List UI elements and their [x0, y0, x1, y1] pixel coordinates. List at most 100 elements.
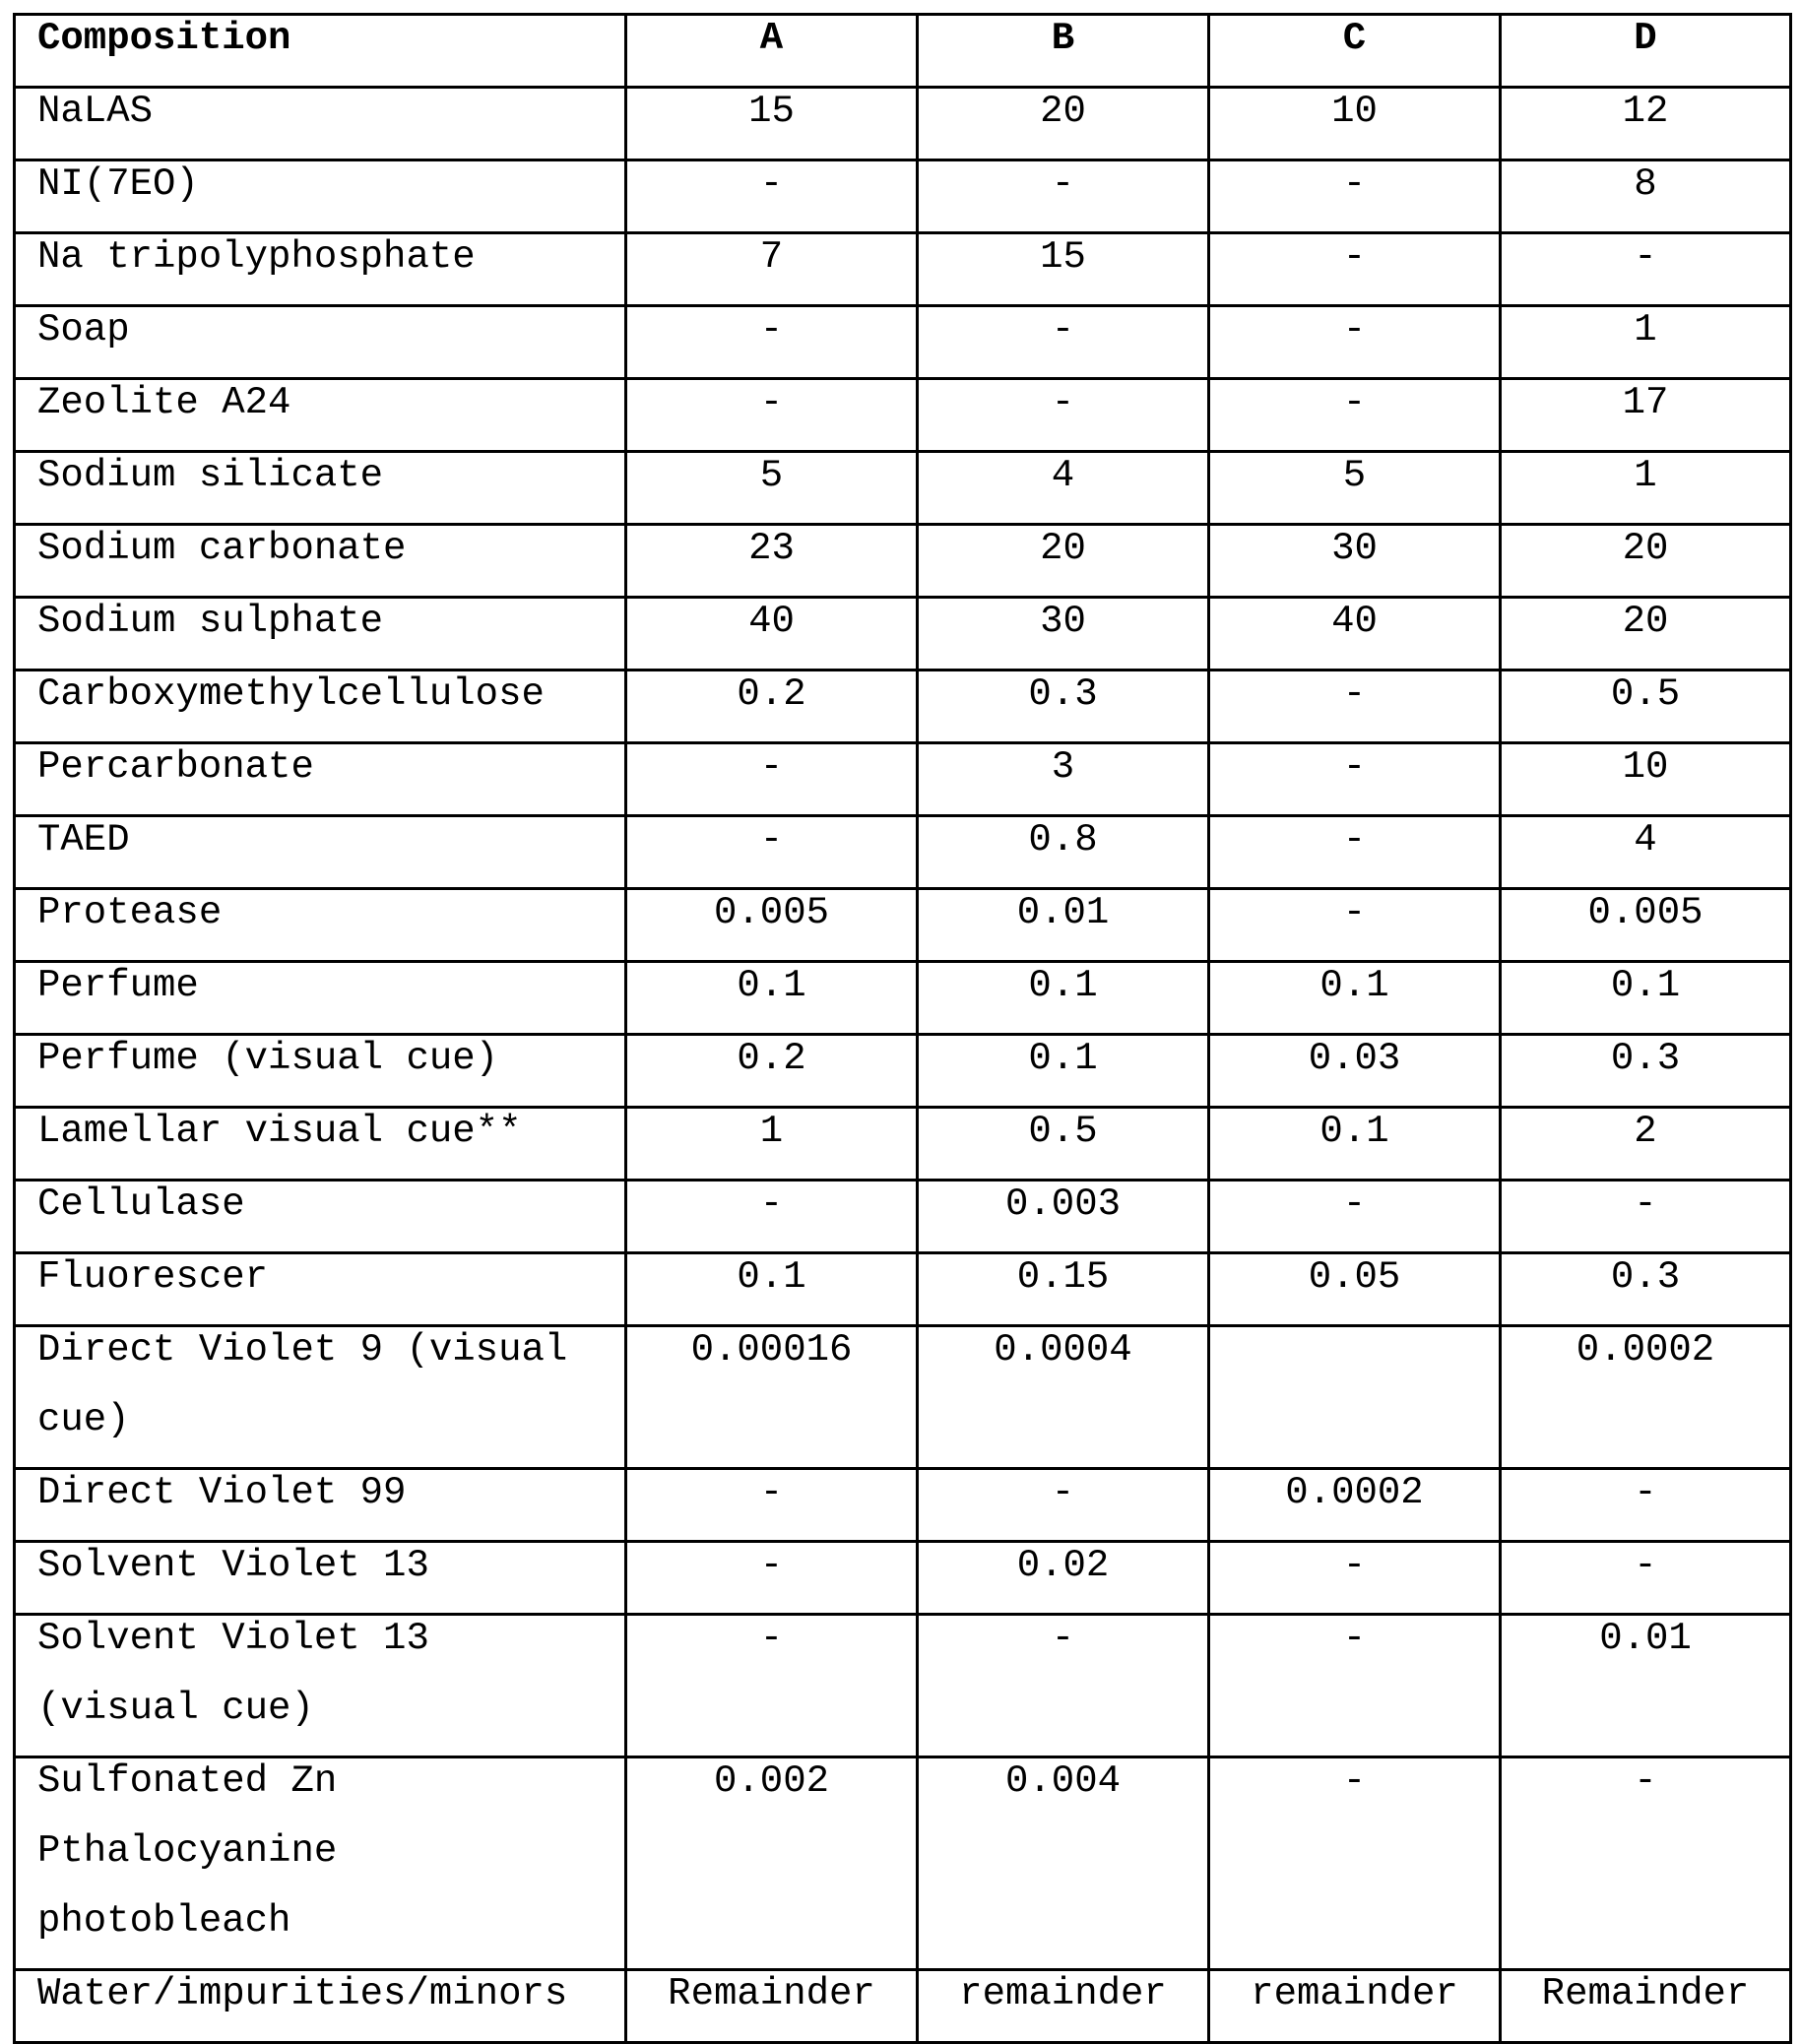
- value-text: 0.1: [635, 951, 908, 1021]
- value-cell: 0.00016: [626, 1326, 918, 1469]
- value-cell: 0.05: [1209, 1253, 1501, 1326]
- value-text: -: [927, 295, 1199, 365]
- ingredient-name: Carboxymethylcellulose: [37, 660, 616, 730]
- value-text: 15: [927, 223, 1199, 292]
- value-text: -: [927, 368, 1199, 438]
- ingredient-name: Solvent Violet 13: [37, 1531, 616, 1601]
- value-text: -: [635, 805, 908, 875]
- ingredient-name: Na tripolyphosphate: [37, 223, 616, 292]
- value-text: -: [1510, 223, 1781, 292]
- value-text: 0.3: [1510, 1024, 1781, 1094]
- value-text: 23: [635, 514, 908, 584]
- value-text: 0.8: [927, 805, 1199, 875]
- value-text: 2: [1510, 1097, 1781, 1167]
- ingredient-cell: Water/impurities/minors: [15, 1970, 626, 2043]
- value-cell: -: [1209, 1615, 1501, 1757]
- header-label: B: [927, 4, 1199, 74]
- value-text: 0.02: [927, 1531, 1199, 1601]
- value-text: 0.003: [927, 1170, 1199, 1240]
- value-text: 0.004: [927, 1747, 1199, 1817]
- value-cell: 0.004: [918, 1757, 1209, 1970]
- value-text: 0.0002: [1218, 1458, 1491, 1528]
- ingredient-name: NaLAS: [37, 77, 616, 147]
- value-text: -: [1510, 1531, 1781, 1601]
- ingredient-name: Sodium sulphate: [37, 587, 616, 657]
- value-text: 0.3: [927, 660, 1199, 730]
- value-text: 3: [927, 733, 1199, 802]
- value-text: 4: [1510, 805, 1781, 875]
- value-text: -: [927, 150, 1199, 220]
- header-label: Composition: [37, 4, 616, 74]
- value-text: -: [1218, 368, 1491, 438]
- ingredient-name: Perfume (visual cue): [37, 1024, 616, 1094]
- value-cell: -: [1209, 1757, 1501, 1970]
- value-text: 10: [1218, 77, 1491, 147]
- value-text: -: [635, 733, 908, 802]
- value-text: 30: [1218, 514, 1491, 584]
- table-row: Sulfonated Zn Pthalocyanine photobleach0…: [15, 1757, 1791, 1970]
- ingredient-name: TAED: [37, 805, 616, 875]
- value-text: -: [1218, 1747, 1491, 1817]
- header-label: A: [635, 4, 908, 74]
- value-text: 0.1: [927, 1024, 1199, 1094]
- value-text: -: [1510, 1458, 1781, 1528]
- value-text: -: [927, 1458, 1199, 1528]
- table-row: Direct Violet 9 (visual cue)0.00016 0.000…: [15, 1326, 1791, 1469]
- value-text: -: [1218, 1604, 1491, 1674]
- value-text: 0.005: [635, 878, 908, 948]
- value-text: 0.5: [927, 1097, 1199, 1167]
- ingredient-name: Sulfonated Zn Pthalocyanine photobleach: [37, 1747, 616, 1956]
- value-text: 0.2: [635, 660, 908, 730]
- composition-table: CompositionABCD NaLAS15201012NI(7EO)---8…: [13, 13, 1792, 2044]
- ingredient-cell: Sulfonated Zn Pthalocyanine photobleach: [15, 1757, 626, 1970]
- table-row: Water/impurities/minorsRemainderremainde…: [15, 1970, 1791, 2043]
- header-label: C: [1218, 4, 1491, 74]
- value-text: 1: [1510, 295, 1781, 365]
- value-cell: [1209, 1326, 1501, 1469]
- value-text: -: [1218, 1170, 1491, 1240]
- value-text: -: [1218, 660, 1491, 730]
- value-text: 40: [1218, 587, 1491, 657]
- value-cell: -: [626, 1615, 918, 1757]
- ingredient-name: Lamellar visual cue**: [37, 1097, 616, 1167]
- value-cell: 0.0002: [1501, 1326, 1791, 1469]
- ingredient-name: Percarbonate: [37, 733, 616, 802]
- value-text: 5: [635, 441, 908, 511]
- value-text: 7: [635, 223, 908, 292]
- value-text: 0.00016: [635, 1315, 908, 1385]
- value-cell: -: [918, 1615, 1209, 1757]
- value-text: Remainder: [635, 1959, 908, 2029]
- value-text: -: [1218, 805, 1491, 875]
- value-text: 4: [927, 441, 1199, 511]
- value-text: 0.15: [927, 1243, 1199, 1312]
- ingredient-name: Solvent Violet 13 (visual cue): [37, 1604, 616, 1744]
- value-text: 0.03: [1218, 1024, 1491, 1094]
- value-text: 1: [1510, 441, 1781, 511]
- value-text: 17: [1510, 368, 1781, 438]
- value-text: 0.01: [1510, 1604, 1781, 1674]
- value-text: 0.1: [1510, 951, 1781, 1021]
- ingredient-name: Cellulase: [37, 1170, 616, 1240]
- value-text: 20: [1510, 514, 1781, 584]
- value-text: remainder: [1218, 1959, 1491, 2029]
- value-text: 30: [927, 587, 1199, 657]
- header-label: D: [1510, 4, 1781, 74]
- value-cell: remainder: [918, 1970, 1209, 2043]
- value-text: 0.0002: [1510, 1315, 1781, 1385]
- ingredient-name: Soap: [37, 295, 616, 365]
- value-text: -: [927, 1604, 1199, 1674]
- value-text: remainder: [927, 1959, 1199, 2029]
- ingredient-name: Fluorescer: [37, 1243, 616, 1312]
- value-text: -: [1218, 733, 1491, 802]
- value-text: -: [635, 1458, 908, 1528]
- value-cell: 0.002: [626, 1757, 918, 1970]
- value-text: 0.1: [927, 951, 1199, 1021]
- value-text: -: [635, 368, 908, 438]
- value-text: 15: [635, 77, 908, 147]
- value-text: 20: [1510, 587, 1781, 657]
- value-text: -: [1218, 150, 1491, 220]
- value-text: -: [635, 1531, 908, 1601]
- value-text: -: [1218, 878, 1491, 948]
- value-text: 12: [1510, 77, 1781, 147]
- ingredient-cell: Direct Violet 9 (visual cue): [15, 1326, 626, 1469]
